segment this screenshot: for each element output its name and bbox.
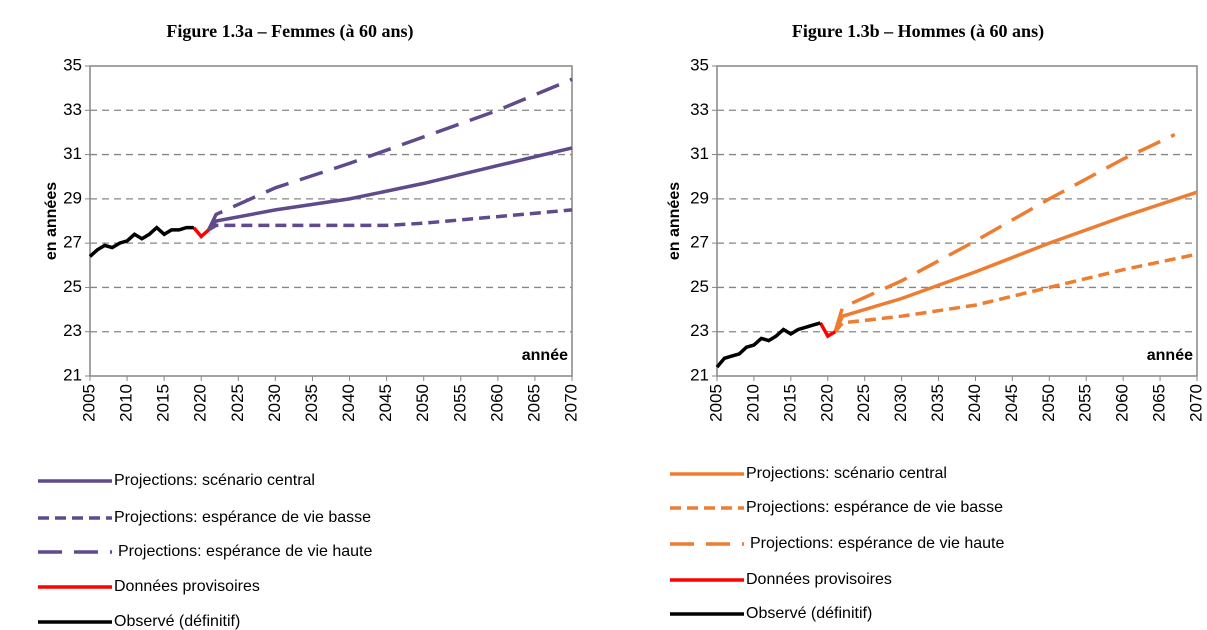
x-tick-label: 2030 bbox=[265, 384, 284, 422]
series-line bbox=[192, 226, 210, 240]
x-tick-label: 2015 bbox=[780, 384, 799, 422]
chart-title: Figure 1.3b – Hommes (à 60 ans) bbox=[792, 21, 1044, 42]
y-tick-label: 33 bbox=[690, 100, 709, 119]
x-tick-label: 2020 bbox=[817, 384, 836, 422]
x-tick-label: 2060 bbox=[487, 384, 506, 422]
x-tick-label: 2035 bbox=[302, 384, 321, 422]
plot-area bbox=[89, 65, 573, 377]
y-axis-label: en années bbox=[43, 182, 60, 260]
y-tick-label: 25 bbox=[63, 277, 82, 296]
x-tick-label: 2020 bbox=[191, 384, 210, 422]
legend-label: Observé (définitif) bbox=[114, 613, 240, 630]
y-tick-label: 23 bbox=[63, 321, 82, 340]
legend-label: Observé (définitif) bbox=[746, 605, 872, 622]
series-line bbox=[833, 133, 1176, 333]
y-axis-label: en années bbox=[666, 182, 683, 260]
x-tick-label: 2010 bbox=[743, 384, 762, 422]
x-tick-label: 2060 bbox=[1113, 384, 1132, 422]
chart: Figure 1.3b – Hommes (à 60 ans) 21 23 25 27 2… bbox=[666, 21, 1205, 622]
y-tick-label: 35 bbox=[63, 55, 82, 74]
series-line bbox=[818, 322, 837, 339]
y-tick-label: 33 bbox=[63, 100, 82, 119]
legend-label: Projections: espérance de vie basse bbox=[746, 499, 1003, 516]
y-tick-label: 35 bbox=[690, 55, 709, 74]
legend-label: Données provisoires bbox=[746, 571, 892, 588]
x-tick-label: 2035 bbox=[928, 384, 947, 422]
y-tick-label: 27 bbox=[690, 233, 709, 252]
legend-label: Projections: scénario central bbox=[746, 465, 947, 482]
series-line bbox=[207, 208, 573, 232]
x-tick-label: 2045 bbox=[376, 384, 395, 422]
legend-label: Projections: espérance de vie haute bbox=[750, 535, 1004, 552]
x-tick-label: 2055 bbox=[450, 384, 469, 422]
x-tick-label: 2070 bbox=[1186, 384, 1205, 422]
x-tick-label: 2065 bbox=[524, 384, 543, 422]
x-tick-label: 2005 bbox=[706, 384, 725, 422]
x-tick-label: 2050 bbox=[1039, 384, 1058, 422]
series-line bbox=[207, 146, 573, 232]
y-tick-label: 29 bbox=[690, 188, 709, 207]
x-tick-label: 2040 bbox=[965, 384, 984, 422]
y-tick-label: 31 bbox=[690, 144, 709, 163]
series-line bbox=[88, 225, 194, 258]
x-tick-label: 2030 bbox=[891, 384, 910, 422]
x-tick-label: 2045 bbox=[1002, 384, 1021, 422]
y-tick-label: 25 bbox=[690, 277, 709, 296]
y-tick-label: 29 bbox=[63, 188, 82, 207]
y-tick-label: 21 bbox=[690, 365, 709, 384]
legend-label: Données provisoires bbox=[114, 578, 260, 595]
x-tick-label: 2065 bbox=[1150, 384, 1169, 422]
x-tick-label: 2025 bbox=[854, 384, 873, 422]
series-line bbox=[833, 190, 1198, 333]
chart-title: Figure 1.3a – Femmes (à 60 ans) bbox=[166, 21, 413, 42]
x-tick-label: 2055 bbox=[1076, 384, 1095, 422]
x-tick-label: 2070 bbox=[561, 384, 580, 422]
x-tick-label: 2050 bbox=[413, 384, 432, 422]
series-line bbox=[715, 321, 821, 369]
series-line bbox=[207, 77, 573, 231]
legend-label: Projections: espérance de vie haute bbox=[118, 543, 372, 560]
x-axis-label: année bbox=[522, 347, 568, 364]
x-tick-label: 2040 bbox=[339, 384, 358, 422]
x-tick-label: 2010 bbox=[117, 384, 136, 422]
chart: Figure 1.3a – Femmes (à 60 ans) 21 23 25 27 2… bbox=[38, 21, 580, 630]
x-tick-label: 2025 bbox=[228, 384, 247, 422]
legend-label: Projections: espérance de vie basse bbox=[114, 509, 371, 526]
legend-label: Projections: scénario central bbox=[114, 472, 315, 489]
y-tick-label: 27 bbox=[63, 233, 82, 252]
y-tick-label: 23 bbox=[690, 321, 709, 340]
x-tick-label: 2005 bbox=[79, 384, 98, 422]
y-tick-label: 31 bbox=[63, 144, 82, 163]
x-axis-label: année bbox=[1147, 347, 1193, 364]
plot-area bbox=[716, 65, 1198, 377]
x-tick-label: 2015 bbox=[154, 384, 173, 422]
series-line bbox=[833, 252, 1198, 333]
y-tick-label: 21 bbox=[63, 365, 82, 384]
